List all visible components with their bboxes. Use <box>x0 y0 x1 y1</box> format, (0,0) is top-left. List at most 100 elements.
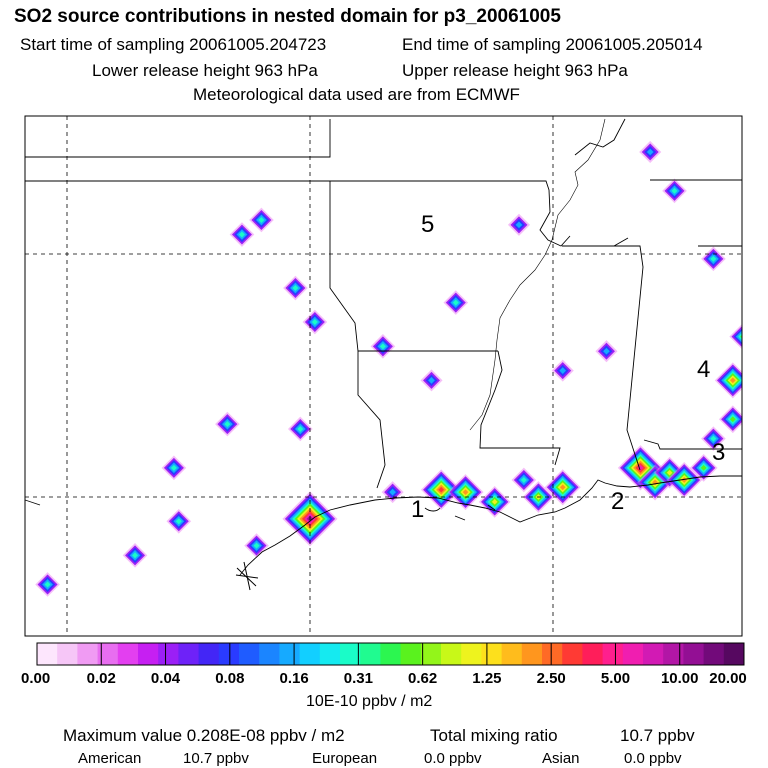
grid-lines <box>25 116 742 636</box>
colorbar-swatch <box>602 643 624 665</box>
region-label-4: 4 <box>697 356 710 383</box>
colorbar-swatch <box>663 643 684 665</box>
american-value: 10.7 ppbv <box>183 750 249 767</box>
source-contour <box>671 187 678 194</box>
colorbar-tick-label: 0.08 <box>215 670 245 687</box>
source-contour <box>603 347 610 355</box>
source-contour <box>762 332 768 351</box>
colorbar-swatch <box>481 643 503 665</box>
source-contour <box>760 330 768 353</box>
colorbar-tick-label: 10.00 <box>660 670 699 687</box>
colorbar-swatch <box>97 643 119 665</box>
colorbar-tick-label: 2.50 <box>536 670 566 687</box>
border <box>25 499 41 506</box>
source-blob <box>751 321 768 362</box>
source-contour <box>520 476 527 484</box>
colorbar-swatch <box>461 643 482 665</box>
colorbar-tick-label: 0.02 <box>86 670 116 687</box>
source-blob <box>701 426 726 451</box>
source-contour <box>729 377 736 384</box>
source-blob <box>215 411 240 437</box>
source-contour <box>438 486 445 493</box>
source-contour <box>311 319 318 326</box>
source-blob <box>701 246 726 272</box>
source-blob <box>283 275 308 301</box>
colorbar-swatch <box>441 643 462 665</box>
source-blob <box>639 140 662 163</box>
source-contour <box>681 477 688 483</box>
source-blob <box>244 533 269 558</box>
source-blob <box>666 461 703 499</box>
colorbar-tick-label: 0.31 <box>343 670 373 687</box>
colorbar-swatch <box>420 643 442 665</box>
american-label: American <box>78 750 142 767</box>
european-label: European <box>312 750 378 767</box>
source-contour <box>379 343 386 350</box>
end-time-label: End time of sampling 20061005.205014 <box>402 35 703 54</box>
source-blob <box>729 323 742 350</box>
meteorological-data-label: Meteorological data used are from ECMWF <box>193 85 520 104</box>
region-label-3: 3 <box>712 439 725 466</box>
region-label-1: 1 <box>411 496 424 523</box>
source-blob <box>166 508 192 534</box>
source-contour <box>389 488 396 496</box>
source-contour <box>238 231 245 238</box>
source-blob <box>718 405 742 434</box>
source-contour <box>462 489 469 495</box>
start-time-label: Start time of sampling 20061005.204723 <box>20 35 327 54</box>
colorbar-swatch <box>501 643 523 665</box>
coastline <box>239 475 742 576</box>
upper-release-label: Upper release height 963 hPa <box>402 61 628 80</box>
colorbar-swatch <box>319 643 341 665</box>
source-contour <box>559 367 567 374</box>
source-contour <box>738 332 742 341</box>
colorbar-swatch <box>239 643 260 665</box>
colorbar-frame <box>36 642 745 666</box>
source-blob <box>544 469 581 506</box>
source-blob <box>370 334 396 359</box>
source-contour <box>559 484 566 491</box>
plume-layer <box>35 140 768 597</box>
source-contour <box>700 464 707 471</box>
map-frame <box>24 115 743 637</box>
colorbar-swatch <box>218 643 240 665</box>
source-contour <box>452 299 459 306</box>
source-contour <box>710 435 717 442</box>
colorbar-swatch <box>521 643 543 665</box>
source-blob <box>511 467 537 493</box>
source-contour <box>729 416 736 423</box>
state-boundary <box>25 118 742 489</box>
source-contour <box>175 518 182 525</box>
colorbar-tick-label: 0.04 <box>150 670 181 687</box>
source-blob <box>420 469 462 511</box>
european-value: 0.0 ppbv <box>424 750 482 767</box>
chart-title: SO2 source contributions in nested domai… <box>14 6 561 27</box>
colorbar-tick-label: 0.62 <box>408 670 438 687</box>
coastline-islands <box>424 504 496 521</box>
source-contour <box>428 377 435 384</box>
source-blob <box>551 359 574 382</box>
source-contour <box>44 581 51 588</box>
source-halo <box>751 321 768 362</box>
source-blob <box>161 455 187 481</box>
colorbar-swatch <box>178 643 200 665</box>
river <box>469 118 606 431</box>
colorbar-swatch <box>562 643 583 665</box>
source-blob <box>689 453 718 482</box>
source-contour <box>491 499 498 505</box>
colorbar-swatch <box>158 643 179 665</box>
source-contour <box>754 323 768 359</box>
colorbar-swatch <box>683 643 705 665</box>
colorbar-swatch <box>380 643 402 665</box>
source-blob <box>302 309 328 335</box>
colorbar-swatch <box>279 643 301 665</box>
colorbar-tick-label: 20.00 <box>709 670 747 687</box>
colorbar-swatch <box>542 643 563 665</box>
colorbar-tick-label: 0.00 <box>21 670 51 687</box>
source-blob <box>35 572 60 597</box>
source-contour <box>258 216 265 224</box>
colorbar-tick-label: 1.25 <box>472 670 502 687</box>
colorbar-swatch <box>198 643 220 665</box>
source-contour <box>515 221 523 229</box>
